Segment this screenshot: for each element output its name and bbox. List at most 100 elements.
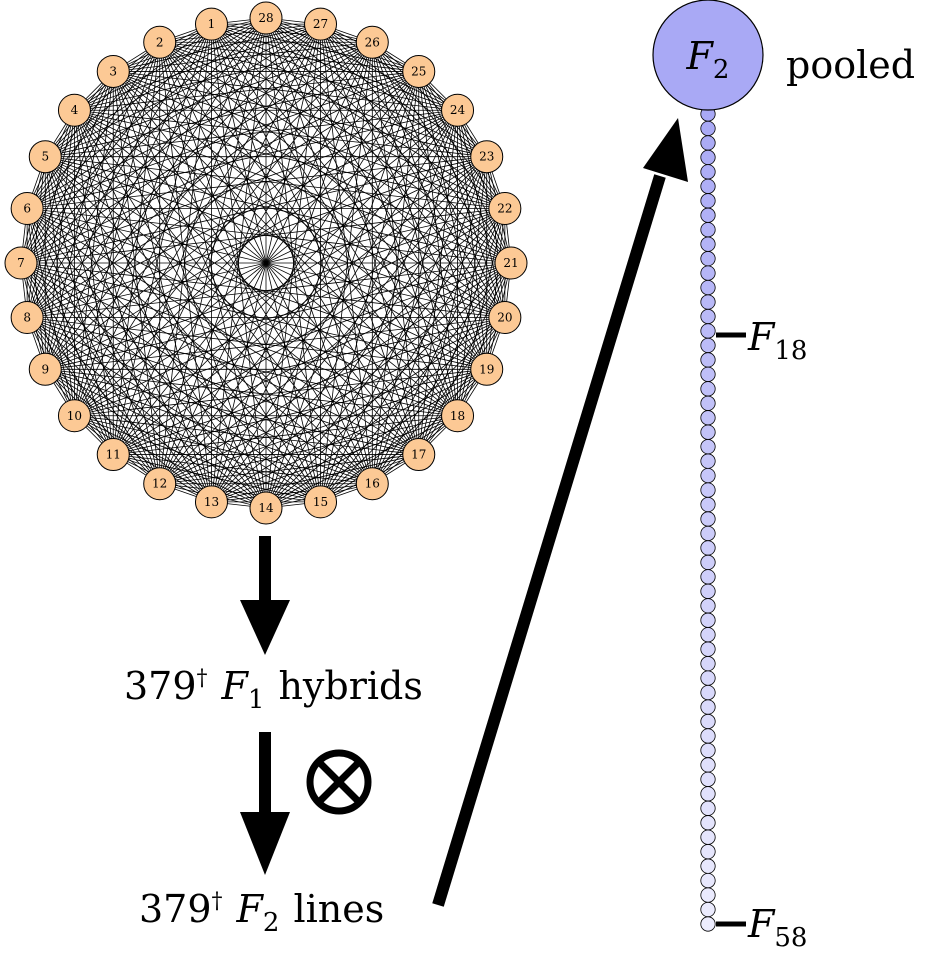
cross-edge: [112, 156, 487, 455]
marker-f58: F58: [716, 902, 807, 953]
marker-f18: F18: [716, 315, 807, 366]
generation-node: [700, 395, 716, 411]
generation-node: [700, 887, 716, 903]
cross-edge: [211, 415, 458, 503]
cross-edge: [74, 23, 321, 111]
generation-node: [700, 873, 716, 889]
generation-node: [700, 236, 716, 252]
parent-node-label: 18: [450, 409, 465, 423]
cross-edge: [45, 156, 458, 417]
cross-edge: [159, 156, 488, 485]
parent-node: 10: [57, 399, 91, 433]
cross-edge: [74, 262, 512, 417]
cross-edge: [457, 208, 506, 416]
parent-node: 1: [194, 7, 228, 41]
parent-node-label: 25: [411, 64, 426, 78]
generation-node: [700, 554, 716, 570]
cross-edge: [20, 42, 161, 264]
generation-node: [700, 381, 716, 397]
generation-node: [700, 858, 716, 874]
cross-edge: [20, 262, 75, 416]
parent-node-label: 12: [152, 477, 167, 491]
parent-node: 12: [143, 467, 177, 501]
cross-symbol: [306, 749, 372, 815]
cross-edge: [265, 17, 488, 370]
cross-edge: [265, 17, 420, 455]
cross-edge: [457, 110, 512, 264]
cross-edge: [265, 71, 420, 509]
cross-edge: [159, 24, 321, 484]
cross-edge: [45, 208, 505, 370]
cross-edge: [74, 415, 321, 503]
generation-node: [700, 468, 716, 484]
parent-node-label: 14: [258, 501, 274, 515]
cross-edge: [320, 23, 458, 111]
cross-edge: [320, 317, 506, 503]
cross-edge: [159, 41, 419, 72]
cross-edge: [74, 317, 505, 417]
pooled-label: pooled: [786, 43, 915, 87]
cross-edge: [320, 415, 458, 503]
cross-edge: [26, 208, 46, 370]
cross-edge: [372, 369, 488, 485]
cross-edge: [26, 41, 373, 209]
cross-edge: [20, 208, 505, 264]
cross-edge: [265, 17, 373, 484]
svg-text:F18: F18: [747, 315, 807, 366]
cross-edge: [320, 71, 420, 502]
generation-node: [700, 742, 716, 759]
cross-edge: [112, 71, 267, 509]
parent-node-label: 5: [41, 150, 49, 164]
parent-node-label: 17: [411, 448, 426, 462]
cross-edge: [26, 23, 321, 318]
parent-node-label: 15: [313, 495, 328, 509]
parent-node: 17: [402, 438, 436, 472]
cross-edge: [265, 110, 458, 509]
parent-node: 6: [10, 191, 44, 225]
cross-edge: [20, 110, 75, 264]
generation-node: [700, 670, 716, 686]
cross-edge: [211, 24, 373, 484]
generation-node: [700, 294, 716, 310]
generation-node: [700, 569, 716, 585]
arrow-parents-to-f1: [240, 536, 290, 655]
pooled-f2-node: F2: [652, 0, 764, 111]
generation-node: [700, 279, 716, 296]
parent-node-label: 1: [208, 17, 216, 31]
generation-node: [700, 786, 716, 802]
cross-edge: [211, 110, 458, 503]
cross-edge: [418, 71, 512, 264]
parent-node: 16: [355, 467, 389, 501]
generation-node: [700, 598, 716, 614]
cross-edge: [211, 42, 373, 502]
generation-node: [700, 901, 716, 918]
cross-edge: [320, 368, 487, 503]
cross-edge: [20, 156, 487, 264]
generation-node: [700, 207, 716, 223]
cross-edge: [371, 42, 506, 318]
parent-node: 21: [494, 246, 528, 280]
cross-edge: [320, 24, 458, 416]
cross-edge: [265, 17, 321, 502]
generation-node: [700, 149, 716, 165]
cross-edge: [486, 156, 506, 318]
cross-edge: [74, 23, 212, 111]
cross-edge: [26, 71, 114, 209]
generation-node: [700, 439, 716, 455]
generation-node: [700, 482, 716, 498]
cross-edge: [44, 369, 160, 485]
cross-edge: [265, 17, 458, 111]
parent-node-label: 26: [365, 35, 380, 49]
cross-edge: [20, 262, 458, 417]
generation-node: [700, 352, 716, 368]
cross-edge: [265, 42, 373, 509]
parent-node: 23: [470, 140, 504, 174]
cross-edge: [159, 42, 420, 455]
parent-node: 7: [4, 246, 38, 280]
cross-edge: [74, 17, 267, 416]
cross-edge: [26, 17, 267, 318]
generation-node: [700, 178, 716, 194]
cross-edge: [159, 109, 458, 484]
parent-node: 18: [441, 399, 475, 433]
cross-edge: [20, 23, 321, 264]
